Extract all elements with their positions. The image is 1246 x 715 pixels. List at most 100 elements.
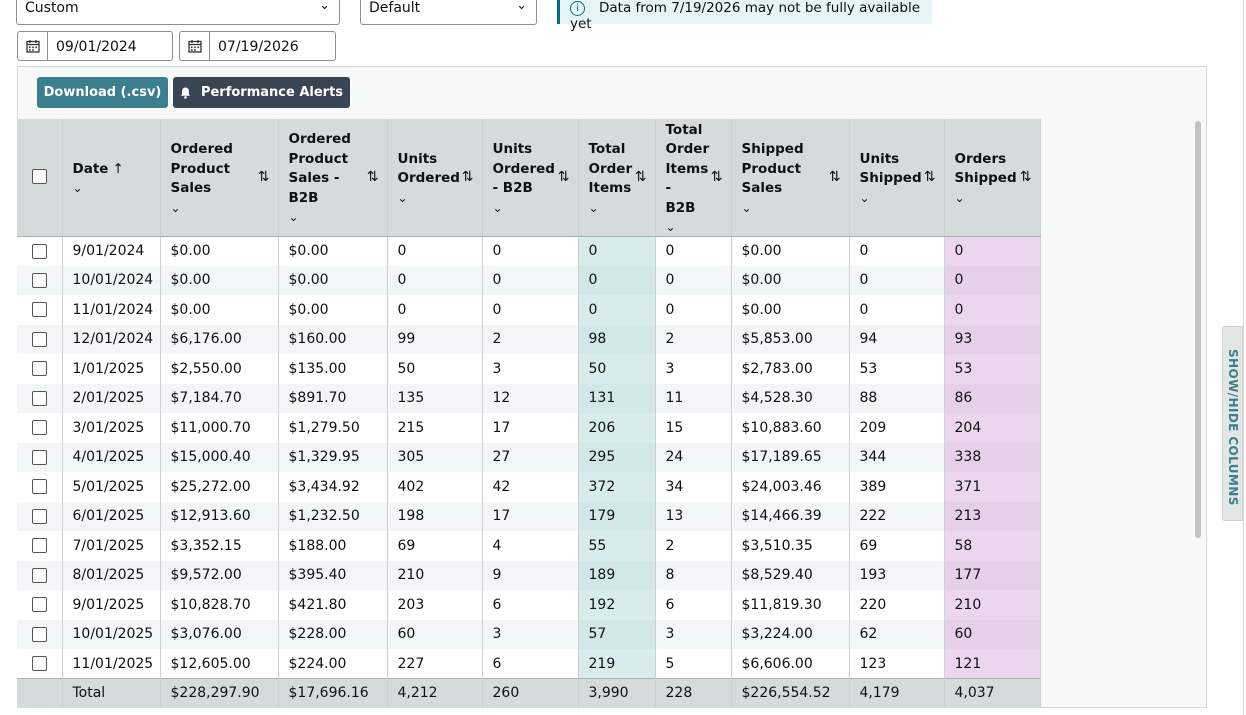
- row-checkbox[interactable]: [31, 243, 47, 259]
- row-checkbox[interactable]: [31, 302, 47, 318]
- sort-icon[interactable]: ⇅: [1019, 169, 1032, 186]
- table-cell: 15: [655, 413, 732, 443]
- column-header-orders-shipped[interactable]: Orders Shipped ⌄ ⇅: [944, 119, 1041, 237]
- row-checkbox[interactable]: [31, 567, 47, 583]
- row-checkbox[interactable]: [31, 508, 47, 524]
- table-cell: 2: [655, 324, 732, 354]
- table-cell: 121: [944, 649, 1041, 679]
- table-row[interactable]: 1/01/2025 $2,550.00 $135.00 50 3 50 3 $2,783.00…: [17, 354, 1041, 384]
- table-row[interactable]: 3/01/2025 $11,000.70 $1,279.50 215 17 206 15 $1…: [17, 413, 1041, 443]
- show-hide-columns-tab[interactable]: SHOW/HIDE COLUMNS: [1222, 326, 1243, 521]
- table-row[interactable]: 5/01/2025 $25,272.00 $3,434.92 402 42 372 34 $2…: [17, 472, 1041, 502]
- table-row[interactable]: 7/01/2025 $3,352.15 $188.00 69 4 55 2 $3,510.35…: [17, 531, 1041, 561]
- chevron-down-icon[interactable]: ⌄: [859, 190, 870, 205]
- chevron-down-icon[interactable]: ⌄: [492, 200, 503, 215]
- sort-icon[interactable]: ⇅: [366, 169, 379, 186]
- table-cell: 3/01/2025: [62, 413, 161, 443]
- table-row[interactable]: 2/01/2025 $7,184.70 $891.70 135 12 131 11 $4,52…: [17, 383, 1041, 413]
- chevron-down-icon[interactable]: ⌄: [170, 200, 181, 215]
- table-cell: 192: [578, 590, 656, 620]
- vertical-scrollbar[interactable]: [1195, 121, 1201, 538]
- sort-icon[interactable]: ⇅: [828, 169, 841, 186]
- row-checkbox[interactable]: [31, 597, 47, 613]
- show-hide-columns-label: SHOW/HIDE COLUMNS: [1226, 349, 1240, 506]
- chevron-down-icon[interactable]: ⌄: [72, 181, 83, 195]
- sort-icon[interactable]: ⇅: [257, 169, 270, 186]
- row-checkbox[interactable]: [31, 331, 47, 347]
- table-row[interactable]: 9/01/2025 $10,828.70 $421.80 203 6 192 6 $11,81…: [17, 590, 1041, 620]
- column-label: Ordered Product Sales: [170, 141, 233, 196]
- table-row[interactable]: 10/01/2024 $0.00 $0.00 0 0 0 0 $0.00 0 0: [17, 265, 1041, 295]
- start-date-field[interactable]: 09/01/2024: [17, 31, 173, 61]
- table-row[interactable]: 11/01/2025 $12,605.00 $224.00 227 6 219 5 $6,60…: [17, 649, 1041, 679]
- table-cell: 4,212: [387, 678, 483, 708]
- chevron-down-icon[interactable]: ⌄: [397, 190, 408, 205]
- table-cell: 88: [849, 383, 945, 413]
- column-label: Date: [72, 160, 109, 177]
- sort-icon[interactable]: ⇅: [557, 169, 570, 186]
- download-csv-button[interactable]: Download (.csv): [37, 77, 168, 108]
- column-header-ordered-product-sales[interactable]: Ordered Product Sales ⌄ ⇅: [160, 119, 279, 237]
- row-checkbox[interactable]: [31, 390, 47, 406]
- table-cell: 228: [655, 678, 732, 708]
- calendar-icon[interactable]: [18, 32, 48, 60]
- table-cell: $3,434.92: [278, 472, 388, 502]
- column-label: Ordered Product Sales - B2B: [288, 131, 351, 206]
- chevron-down-icon[interactable]: ⌄: [954, 190, 965, 205]
- row-checkbox[interactable]: [31, 626, 47, 642]
- table-row[interactable]: 4/01/2025 $15,000.40 $1,329.95 305 27 295 24 $1…: [17, 442, 1041, 472]
- column-header-date[interactable]: Date ↑ ⌄: [62, 119, 161, 237]
- chevron-down-icon[interactable]: ⌄: [288, 210, 299, 225]
- chevron-down-icon[interactable]: ⌄: [588, 200, 599, 215]
- performance-alerts-label: Performance Alerts: [200, 85, 344, 100]
- calendar-icon[interactable]: [180, 32, 210, 60]
- sales-traffic-table: Date ↑ ⌄ Ordered Product Sales ⌄ ⇅ Ordere…: [17, 119, 1041, 708]
- table-row[interactable]: 9/01/2024 $0.00 $0.00 0 0 0 0 $0.00 0 0: [17, 236, 1041, 266]
- row-checkbox[interactable]: [31, 656, 47, 671]
- table-row[interactable]: 12/01/2024 $6,176.00 $160.00 99 2 98 2 $5,853.0…: [17, 324, 1041, 354]
- row-checkbox[interactable]: [31, 449, 47, 465]
- table-row[interactable]: 6/01/2025 $12,913.60 $1,232.50 198 17 179 13 $1…: [17, 501, 1041, 531]
- row-checkbox[interactable]: [31, 361, 47, 377]
- row-checkbox[interactable]: [31, 420, 47, 436]
- table-cell: $14,466.39: [731, 501, 850, 531]
- column-header-total-order-items-b2b[interactable]: Total Order Items - B2B ⌄ ⇅: [655, 119, 732, 237]
- table-cell: 42: [482, 472, 579, 502]
- table-cell: 11/01/2025: [62, 649, 161, 679]
- end-date-field[interactable]: 07/19/2026: [179, 31, 336, 61]
- table-row[interactable]: 11/01/2024 $0.00 $0.00 0 0 0 0 $0.00 0 0: [17, 295, 1041, 325]
- column-header-ordered-product-sales-b2b[interactable]: Ordered Product Sales - B2B ⌄ ⇅: [278, 119, 388, 237]
- table-row[interactable]: 8/01/2025 $9,572.00 $395.40 210 9 189 8 $8,529.…: [17, 560, 1041, 590]
- table-cell: 24: [655, 442, 732, 472]
- column-header-units-ordered-b2b[interactable]: Units Ordered - B2B ⌄ ⇅: [482, 119, 579, 237]
- range-select[interactable]: Custom ⌄: [16, 0, 340, 25]
- performance-alerts-button[interactable]: Performance Alerts: [173, 77, 350, 108]
- table-cell: 50: [387, 354, 483, 384]
- column-header-units-shipped[interactable]: Units Shipped ⌄ ⇅: [849, 119, 945, 237]
- row-checkbox[interactable]: [31, 479, 47, 495]
- row-checkbox[interactable]: [31, 538, 47, 554]
- chevron-down-icon[interactable]: ⌄: [741, 200, 752, 215]
- sort-icon[interactable]: ⇅: [461, 169, 474, 186]
- row-checkbox[interactable]: [31, 272, 47, 288]
- table-cell: 9/01/2024: [62, 236, 161, 266]
- table-cell: $224.00: [278, 649, 388, 679]
- table-cell: 5: [655, 649, 732, 679]
- column-header-shipped-product-sales[interactable]: Shipped Product Sales ⌄ ⇅: [731, 119, 850, 237]
- column-header-units-ordered[interactable]: Units Ordered ⌄ ⇅: [387, 119, 483, 237]
- column-header-total-order-items[interactable]: Total Order Items ⌄ ⇅: [578, 119, 656, 237]
- select-all-checkbox[interactable]: [31, 169, 47, 184]
- table-cell: 8/01/2025: [62, 560, 161, 590]
- table-cell: $3,510.35: [731, 531, 850, 561]
- table-cell: $135.00: [278, 354, 388, 384]
- table-row[interactable]: 10/01/2025 $3,076.00 $228.00 60 3 57 3 $3,224.0…: [17, 619, 1041, 649]
- table-cell: 53: [944, 354, 1041, 384]
- sort-icon[interactable]: ⇅: [710, 169, 723, 186]
- view-select[interactable]: Default ⌄: [360, 0, 537, 25]
- sort-icon[interactable]: ⇅: [923, 169, 936, 186]
- table-cell: 189: [578, 560, 656, 590]
- chevron-down-icon[interactable]: ⌄: [665, 220, 676, 234]
- table-cell: 12: [482, 383, 579, 413]
- sort-ascending-icon[interactable]: ↑: [112, 160, 124, 177]
- sort-icon[interactable]: ⇅: [634, 169, 647, 186]
